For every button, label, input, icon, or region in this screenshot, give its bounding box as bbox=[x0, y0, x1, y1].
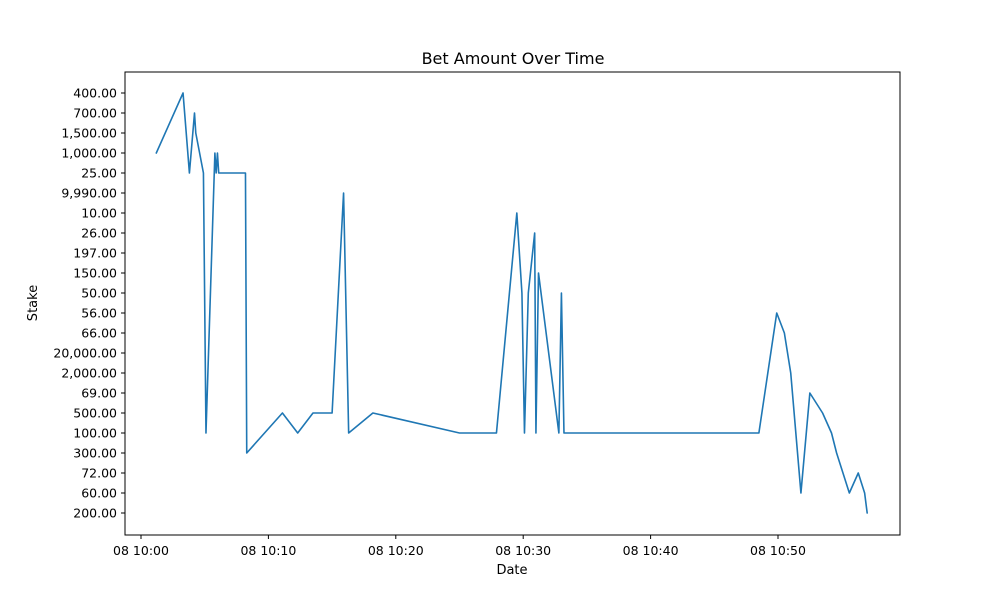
x-tick-label: 08 10:30 bbox=[495, 543, 551, 558]
y-tick-label: 400.00 bbox=[73, 86, 117, 101]
y-tick-label: 100.00 bbox=[73, 426, 117, 441]
series-line bbox=[155, 92, 868, 514]
y-tick-label: 66.00 bbox=[81, 326, 117, 341]
y-tick-label: 2,000.00 bbox=[61, 366, 117, 381]
y-tick-label: 10.00 bbox=[81, 206, 117, 221]
y-tick-label: 72.00 bbox=[81, 466, 117, 481]
chart-title: Bet Amount Over Time bbox=[422, 49, 605, 68]
y-tick-label: 26.00 bbox=[81, 226, 117, 241]
y-tick-label: 20,000.00 bbox=[53, 346, 117, 361]
x-axis: 08 10:00 08 10:10 08 10:20 08 10:30 08 10:40… bbox=[113, 535, 806, 558]
y-tick-label: 150.00 bbox=[73, 266, 117, 281]
y-tick-label: 60.00 bbox=[81, 486, 117, 501]
y-tick-label: 700.00 bbox=[73, 106, 117, 121]
x-tick-label: 08 10:50 bbox=[750, 543, 806, 558]
x-tick-label: 08 10:10 bbox=[240, 543, 296, 558]
plot-area bbox=[155, 92, 868, 514]
y-tick-label: 300.00 bbox=[73, 446, 117, 461]
y-tick-label: 56.00 bbox=[81, 306, 117, 321]
y-tick-label: 1,500.00 bbox=[61, 126, 117, 141]
y-axis: 400.00 700.00 1,500.00 1,000.00 25.00 9,990.0… bbox=[53, 86, 125, 521]
y-tick-label: 69.00 bbox=[81, 386, 117, 401]
x-axis-label: Date bbox=[496, 563, 527, 578]
x-tick-label: 08 10:20 bbox=[368, 543, 424, 558]
y-tick-label: 197.00 bbox=[73, 246, 117, 261]
y-axis-label: Stake bbox=[26, 285, 41, 321]
y-tick-label: 25.00 bbox=[81, 166, 117, 181]
y-tick-label: 500.00 bbox=[73, 406, 117, 421]
y-tick-label: 1,000.00 bbox=[61, 146, 117, 161]
x-tick-label: 08 10:00 bbox=[113, 543, 169, 558]
x-tick-label: 08 10:40 bbox=[623, 543, 679, 558]
axes-frame bbox=[124, 71, 901, 536]
y-tick-label: 200.00 bbox=[73, 506, 117, 521]
y-tick-label: 50.00 bbox=[81, 286, 117, 301]
y-tick-label: 9,990.00 bbox=[61, 186, 117, 201]
